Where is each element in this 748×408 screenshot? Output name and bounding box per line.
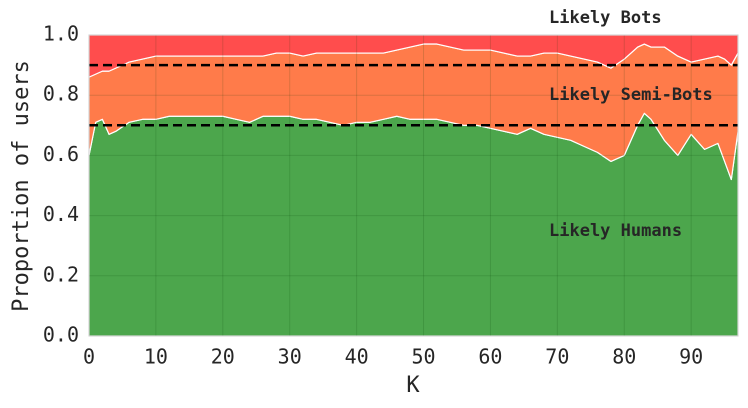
x-tick-label: 90 [679, 345, 703, 369]
x-tick-label: 80 [612, 345, 636, 369]
x-axis-label: K [406, 373, 420, 398]
x-tick-label: 10 [144, 345, 168, 369]
annotation: Likely Humans [549, 221, 682, 241]
x-tick-label: 0 [83, 345, 95, 369]
x-tick-label: 70 [545, 345, 569, 369]
x-tick-label: 60 [478, 345, 502, 369]
y-tick-label: 0.0 [43, 323, 79, 347]
y-tick-label: 1.0 [43, 22, 79, 46]
x-tick-label: 50 [411, 345, 435, 369]
annotation: Likely Semi-Bots [549, 85, 713, 105]
y-tick-label: 0.6 [43, 142, 79, 166]
y-axis-label: Proportion of users [9, 60, 34, 312]
y-tick-label: 0.8 [43, 82, 79, 106]
x-tick-label: 20 [211, 345, 235, 369]
x-tick-label: 40 [345, 345, 369, 369]
x-tick-label: 30 [278, 345, 302, 369]
y-tick-label: 0.2 [43, 262, 79, 286]
y-tick-label: 0.4 [43, 202, 79, 226]
annotation: Likely Bots [549, 8, 662, 28]
plot-frame [88, 34, 739, 337]
